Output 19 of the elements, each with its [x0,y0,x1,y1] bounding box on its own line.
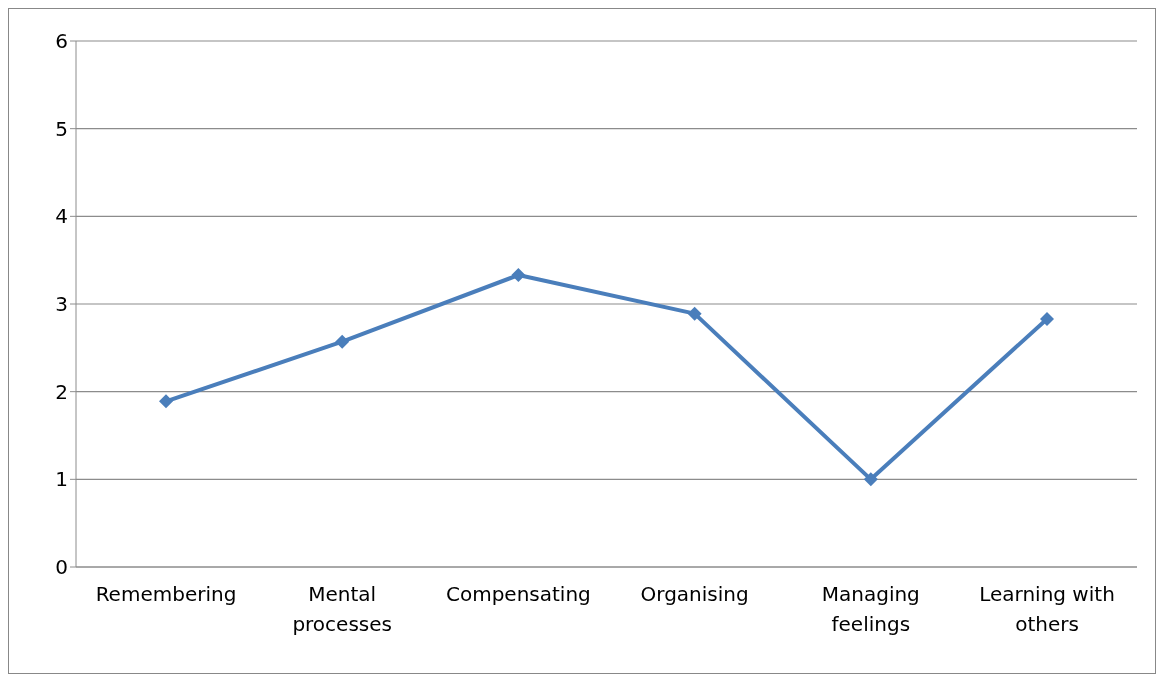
x-tick-label: Managing feelings [821,582,920,636]
y-tick-label: 2 [55,379,68,404]
y-tick-label: 5 [55,116,68,141]
point [159,394,173,409]
point [335,334,350,349]
point [1040,311,1054,326]
x-tick-label: Compensating [445,582,591,606]
x-tick-label: Learning with others [979,582,1115,636]
y-tick-label: 0 [55,555,68,580]
x-tick-label: Remembering [95,582,237,606]
y-tick-label: 1 [55,467,68,492]
x-tick-label: Mental processes [292,582,392,636]
x-tick-label: Organising [640,582,749,606]
y-tick-label: 4 [55,204,68,229]
y-tick-label: 6 [55,29,68,54]
point [863,472,878,487]
y-tick-label: 3 [55,292,68,317]
point [687,306,702,321]
point [511,268,526,283]
